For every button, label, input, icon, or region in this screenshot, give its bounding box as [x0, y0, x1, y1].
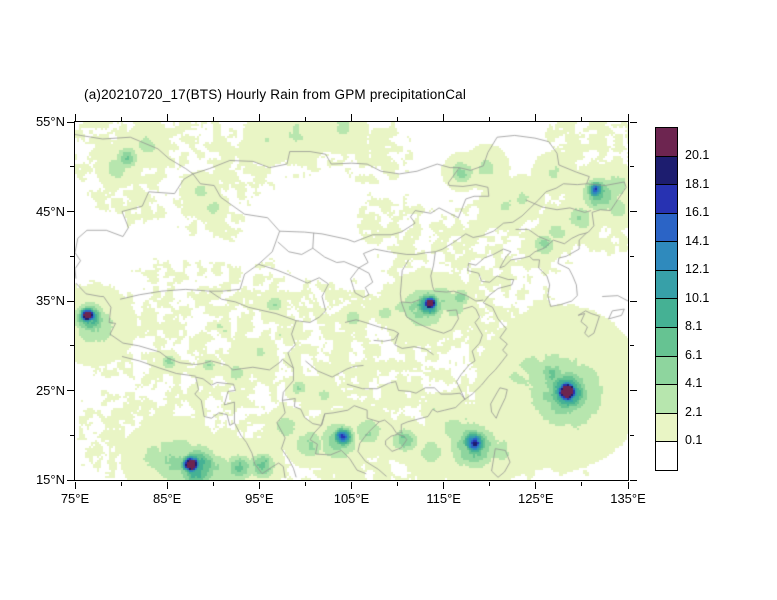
tick-mark: [397, 116, 399, 121]
tick-mark: [629, 390, 637, 391]
tick-mark: [443, 113, 445, 121]
figure-title: (a)20210720_17(BTS) Hourly Rain from GPM…: [84, 87, 467, 102]
x-axis-tick-label: 135°E: [610, 491, 646, 506]
colorbar-tick-label: 8.1: [685, 319, 703, 333]
colorbar-cell: [656, 328, 677, 357]
colorbar-cell: [656, 156, 677, 186]
tick-mark: [166, 113, 168, 121]
tick-mark: [66, 479, 74, 481]
colorbar-cell: [656, 270, 677, 300]
x-axis-tick-label: 85°E: [152, 491, 182, 506]
y-axis-tick-label: 15°N: [35, 472, 65, 487]
colorbar-cell: [656, 356, 677, 386]
tick-mark: [443, 481, 445, 489]
tick-mark: [629, 166, 634, 168]
y-axis-tick-label: 55°N: [35, 114, 65, 129]
tick-mark: [397, 481, 399, 486]
precipitation-map-canvas: [75, 122, 628, 480]
colorbar-cell: [656, 242, 677, 271]
y-axis-tick-label: 45°N: [35, 203, 65, 219]
tick-mark: [489, 116, 491, 121]
tick-mark: [351, 113, 352, 121]
colorbar-tick-label: 10.1: [685, 290, 710, 305]
y-axis-tick-label: 35°N: [35, 293, 65, 308]
colorbar-cell: [656, 213, 677, 243]
tick-mark: [629, 211, 637, 212]
tick-mark: [74, 481, 76, 489]
tick-mark: [120, 116, 122, 121]
tick-mark: [535, 481, 537, 489]
colorbar-cell: [656, 128, 677, 157]
x-axis-tick-label: 95°E: [245, 491, 274, 506]
colorbar-tick-label: 20.1: [685, 148, 710, 162]
y-axis-tick-label: 25°N: [35, 382, 65, 398]
tick-mark: [69, 434, 74, 436]
tick-mark: [629, 434, 634, 436]
tick-mark: [629, 479, 637, 481]
tick-mark: [258, 113, 260, 121]
x-axis-tick-label: 115°E: [426, 491, 461, 506]
tick-mark: [66, 121, 74, 123]
tick-mark: [581, 116, 583, 121]
tick-mark: [629, 300, 637, 302]
colorbar-tick-label: 14.1: [685, 233, 710, 248]
colorbar-cell: [656, 413, 677, 443]
tick-mark: [212, 116, 214, 121]
tick-mark: [69, 255, 74, 257]
colorbar: [655, 127, 678, 471]
tick-mark: [535, 113, 537, 121]
tick-mark: [627, 113, 629, 121]
tick-mark: [69, 166, 74, 168]
tick-mark: [629, 121, 637, 123]
x-axis-tick-label: 75°E: [60, 491, 90, 506]
tick-mark: [351, 481, 352, 489]
colorbar-tick-label: 0.1: [685, 433, 703, 447]
tick-mark: [120, 481, 122, 486]
colorbar-tick-label: 4.1: [685, 376, 703, 390]
tick-mark: [69, 345, 74, 347]
tick-mark: [66, 211, 74, 212]
tick-mark: [212, 481, 214, 486]
tick-mark: [74, 113, 76, 121]
tick-mark: [581, 481, 583, 486]
tick-mark: [629, 255, 634, 257]
x-axis-tick-label: 105°E: [333, 491, 370, 506]
colorbar-cell: [656, 442, 677, 470]
tick-mark: [304, 481, 306, 486]
tick-mark: [304, 116, 306, 121]
map-plot-area: [74, 121, 629, 481]
tick-mark: [627, 481, 629, 489]
colorbar-cell: [656, 385, 677, 414]
tick-mark: [258, 481, 260, 489]
x-axis-tick-label: 125°E: [518, 491, 554, 506]
colorbar-tick-label: 6.1: [685, 347, 703, 362]
tick-mark: [166, 481, 168, 489]
tick-mark: [66, 390, 74, 391]
colorbar-cell: [656, 299, 677, 329]
colorbar-tick-label: 16.1: [685, 205, 710, 219]
tick-mark: [489, 481, 491, 486]
tick-mark: [66, 300, 74, 302]
tick-mark: [629, 345, 634, 347]
colorbar-tick-label: 12.1: [685, 262, 710, 276]
colorbar-cell: [656, 185, 677, 214]
colorbar-tick-label: 18.1: [685, 176, 710, 191]
colorbar-tick-label: 2.1: [685, 404, 703, 419]
